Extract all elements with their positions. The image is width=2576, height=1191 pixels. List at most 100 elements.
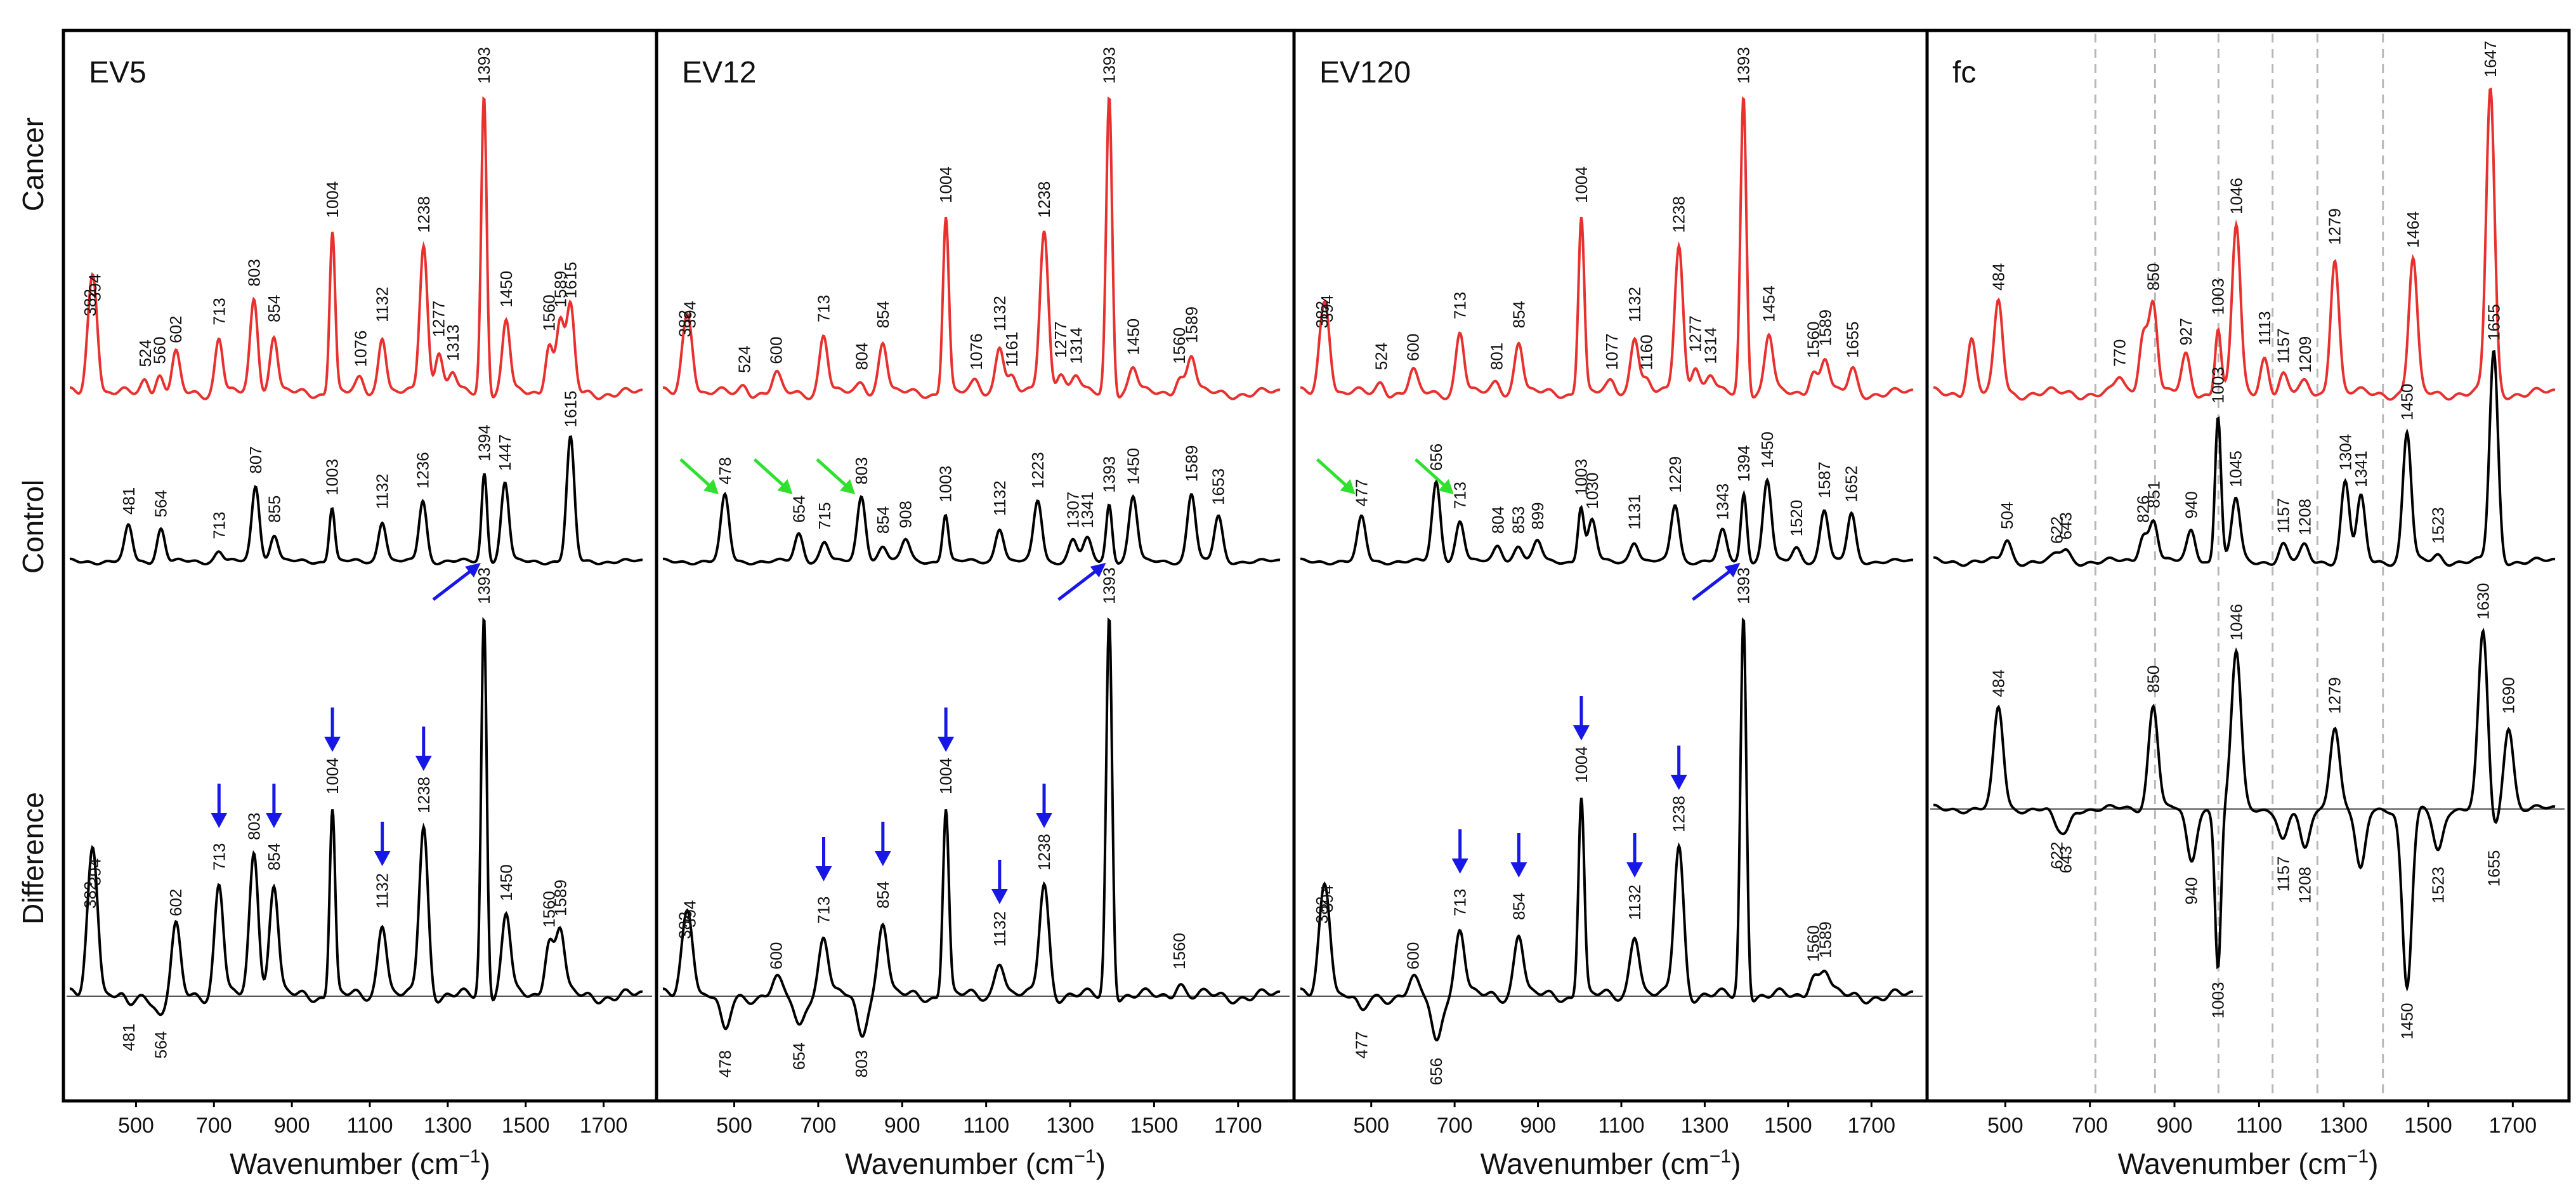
blue-arrow bbox=[211, 784, 228, 828]
series-control bbox=[1300, 477, 1914, 566]
peak-label: 1045 bbox=[2226, 451, 2246, 487]
peak-label: 1690 bbox=[2499, 677, 2518, 714]
panel-title: EV12 bbox=[682, 56, 756, 89]
peak-label: 1157 bbox=[2273, 857, 2292, 892]
blue-arrow bbox=[1057, 563, 1106, 601]
peak-label: 1238 bbox=[1670, 196, 1689, 233]
green-arrow bbox=[679, 458, 719, 494]
peak-label: 484 bbox=[1989, 263, 2008, 291]
peak-label: 1652 bbox=[1842, 466, 1861, 503]
panel-ev5: EV53823945245606027138038541004107611321… bbox=[62, 29, 658, 1180]
peak-label: 1314 bbox=[1066, 327, 1085, 364]
peak-label: 1279 bbox=[2325, 677, 2344, 714]
blue-arrow bbox=[938, 707, 955, 752]
peak-label: 1341 bbox=[2351, 451, 2370, 487]
peak-label: 382 bbox=[81, 289, 100, 316]
peak-label: 1589 bbox=[551, 879, 570, 916]
peak-label: 854 bbox=[873, 881, 892, 909]
peak-label: 854 bbox=[265, 295, 284, 322]
peak-label: 1004 bbox=[936, 166, 955, 203]
peak-label: 854 bbox=[265, 843, 284, 871]
blue-arrow bbox=[1572, 696, 1590, 740]
peak-label: 643 bbox=[2056, 846, 2076, 873]
peak-label: 656 bbox=[1427, 1058, 1446, 1085]
peak-label: 560 bbox=[150, 336, 169, 364]
peak-label: 855 bbox=[265, 496, 284, 523]
x-tick-label: 1700 bbox=[580, 1114, 628, 1138]
x-tick-label: 500 bbox=[1353, 1114, 1389, 1138]
peak-label: 656 bbox=[1427, 444, 1446, 471]
peak-label: 1655 bbox=[1843, 322, 1862, 359]
peak-label: 1132 bbox=[990, 480, 1009, 516]
peak-label: 807 bbox=[246, 446, 265, 473]
x-tick-label: 1500 bbox=[1130, 1114, 1179, 1138]
peak-label: 1393 bbox=[1100, 567, 1119, 604]
peak-label: 1132 bbox=[373, 474, 392, 510]
blue-arrow bbox=[815, 837, 832, 881]
blue-arrow bbox=[324, 707, 341, 752]
peak-label: 713 bbox=[814, 897, 834, 924]
peak-label: 622 bbox=[2048, 841, 2067, 869]
x-tick-label: 1300 bbox=[2320, 1114, 2368, 1138]
peak-label: 1004 bbox=[936, 758, 955, 794]
peak-label: 477 bbox=[1352, 479, 1371, 506]
panel-frame bbox=[62, 29, 658, 1103]
peak-label: 770 bbox=[2110, 339, 2129, 367]
peak-label: 564 bbox=[152, 490, 171, 517]
peak-label: 654 bbox=[789, 1043, 808, 1070]
peak-label: 1343 bbox=[1713, 484, 1732, 520]
panel-frame bbox=[1925, 29, 2571, 1103]
peak-label: 854 bbox=[873, 301, 892, 328]
peak-label: 927 bbox=[2176, 318, 2195, 345]
peak-label: 382 bbox=[81, 881, 100, 909]
peak-label: 643 bbox=[2056, 512, 2076, 539]
peak-label: 1157 bbox=[2273, 498, 2292, 534]
peak-label: 1450 bbox=[2398, 384, 2417, 421]
blue-arrow bbox=[432, 563, 481, 601]
peak-label: 801 bbox=[1487, 343, 1507, 370]
blue-arrow bbox=[1510, 833, 1527, 878]
peak-label: 1003 bbox=[936, 466, 955, 503]
x-tick-label: 1500 bbox=[502, 1114, 550, 1138]
peak-label: 1160 bbox=[1637, 334, 1656, 370]
peak-label: 484 bbox=[1989, 669, 2008, 697]
peak-label: 1589 bbox=[1815, 310, 1834, 346]
peak-label: 1076 bbox=[967, 333, 986, 370]
x-tick-label: 500 bbox=[118, 1114, 154, 1138]
peak-label: 1393 bbox=[1734, 567, 1753, 604]
series-control bbox=[1933, 350, 2556, 567]
peak-label: 1132 bbox=[1625, 885, 1644, 920]
peak-label: 1209 bbox=[2296, 336, 2315, 373]
panel-title: EV5 bbox=[89, 56, 147, 89]
peak-label: 1589 bbox=[1182, 306, 1201, 343]
peak-label: 600 bbox=[1403, 942, 1422, 970]
peak-label: 1238 bbox=[414, 777, 433, 813]
peak-label: 1236 bbox=[414, 452, 433, 489]
peak-label: 1589 bbox=[1182, 445, 1201, 482]
x-tick-label: 700 bbox=[1437, 1114, 1473, 1138]
blue-arrow bbox=[1692, 563, 1741, 601]
x-tick-label: 1700 bbox=[1847, 1114, 1895, 1138]
peak-label: 564 bbox=[152, 1031, 171, 1058]
peak-label: 1238 bbox=[1035, 181, 1054, 218]
peak-label: 1238 bbox=[1035, 834, 1054, 871]
x-tick-label: 500 bbox=[1987, 1114, 2024, 1138]
x-tick-label: 500 bbox=[716, 1114, 752, 1138]
peak-label: 477 bbox=[1352, 1031, 1371, 1058]
peak-label: 394 bbox=[1317, 295, 1337, 322]
peak-label: 713 bbox=[814, 295, 834, 322]
green-arrow bbox=[816, 458, 856, 494]
x-tick-label: 1100 bbox=[346, 1114, 393, 1138]
peak-label: 1464 bbox=[2403, 211, 2422, 248]
peak-label: 1208 bbox=[2295, 867, 2314, 904]
peak-label: 524 bbox=[136, 339, 155, 367]
peak-label: 1560 bbox=[1803, 925, 1822, 962]
series-difference bbox=[1933, 628, 2556, 992]
peak-label: 524 bbox=[735, 346, 754, 373]
peak-label: 481 bbox=[119, 1023, 138, 1051]
peak-label: 1003 bbox=[1571, 459, 1590, 496]
